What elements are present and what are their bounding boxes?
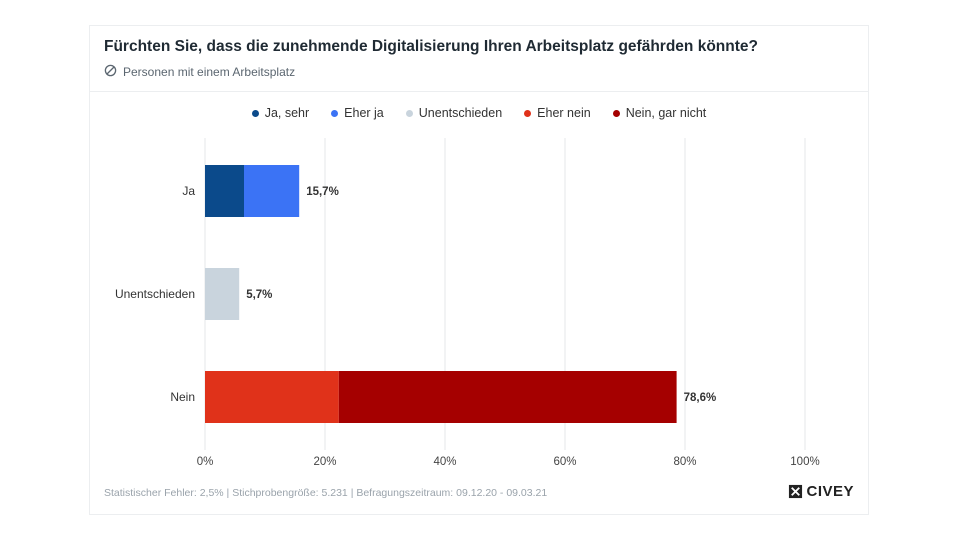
- bar-chart: 0% 20% 40% 60% 80% 100% Ja 15,7% Unentschieden 5,…: [115, 138, 820, 468]
- footer-note: Statistischer Fehler: 2,5% | Stichproben…: [104, 487, 548, 499]
- total-label: 15,7%: [306, 186, 339, 198]
- legend-item-nein-gar-nicht[interactable]: Nein, gar nicht: [612, 106, 707, 120]
- legend-swatch: [331, 109, 339, 117]
- legend-item-unentschieden[interactable]: Unentschieden: [405, 106, 503, 120]
- legend-label: Unentschieden: [418, 106, 503, 120]
- total-label: 5,7%: [246, 289, 272, 301]
- legend-item-ja-sehr[interactable]: Ja, sehr: [251, 106, 310, 120]
- x-tick-label: 0%: [197, 456, 214, 468]
- legend-swatch: [405, 109, 413, 117]
- population-icon: [104, 64, 117, 80]
- x-tick-label: 80%: [673, 456, 696, 468]
- chart-card: Fürchten Sie, dass die zunehmende Digita…: [89, 25, 869, 515]
- legend-swatch: [524, 109, 532, 117]
- x-tick-label: 60%: [553, 456, 576, 468]
- legend-item-eher-ja[interactable]: Eher ja: [331, 106, 384, 120]
- x-tick-label: 100%: [790, 456, 819, 468]
- bar-segment[interactable]: [338, 371, 677, 423]
- legend: Ja, sehr Eher ja Unentschieden Eher nein…: [90, 106, 868, 120]
- legend-swatch: [612, 109, 620, 117]
- chart-title: Fürchten Sie, dass die zunehmende Digita…: [104, 38, 758, 55]
- legend-label: Ja, sehr: [264, 106, 310, 120]
- category-label: Ja: [182, 184, 195, 198]
- subtitle-text: Personen mit einem Arbeitsplatz: [123, 65, 296, 79]
- category-label: Nein: [170, 390, 195, 404]
- legend-item-eher-nein[interactable]: Eher nein: [524, 106, 591, 120]
- bar-segment[interactable]: [205, 268, 240, 320]
- legend-swatch: [251, 109, 259, 117]
- x-tick-label: 40%: [433, 456, 456, 468]
- x-tick-label: 20%: [313, 456, 336, 468]
- total-label: 78,6%: [684, 392, 717, 404]
- legend-label: Eher nein: [537, 106, 591, 120]
- chart-subtitle: Personen mit einem Arbeitsplatz: [104, 64, 295, 80]
- header-divider: [90, 91, 868, 92]
- category-label: Unentschieden: [115, 287, 195, 301]
- bar-segment[interactable]: [244, 165, 300, 217]
- bar-segment[interactable]: [205, 371, 339, 423]
- brand-name: CIVEY: [806, 483, 854, 500]
- bar-segment[interactable]: [205, 165, 244, 217]
- civey-logo-icon: [789, 484, 803, 499]
- legend-label: Nein, gar nicht: [625, 106, 707, 120]
- legend-label: Eher ja: [344, 106, 384, 120]
- brand-logo: CIVEY: [788, 483, 854, 500]
